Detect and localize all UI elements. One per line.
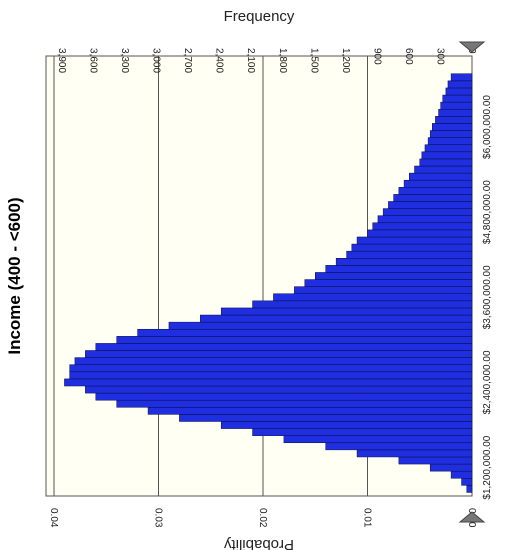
income-tick-label: $2,400,000.00: [482, 350, 493, 414]
histogram-bar: [461, 478, 473, 486]
histogram-bar: [304, 279, 473, 287]
income-tick-labels: $1,200,000.00 $2,400,000.00 $3,600,000.00 $…: [482, 95, 493, 500]
histogram-bar: [85, 385, 473, 394]
histogram-bar: [447, 80, 473, 89]
histogram-bar: [147, 407, 473, 415]
histogram-bar: [356, 449, 473, 458]
histogram-bar: [95, 343, 473, 351]
frequency-axis-title: Frequency: [224, 8, 295, 25]
histogram-bar: [69, 371, 473, 380]
histogram-bar: [438, 108, 473, 117]
histogram-bar: [64, 378, 473, 387]
histogram-bar: [382, 208, 473, 216]
income-tick-label: $6,000,000.00: [482, 95, 493, 159]
frequency-tick-label: 900: [371, 48, 382, 65]
frequency-tick-labels: 03006009001,2001,5001,8002,1002,4002,700…: [56, 48, 477, 73]
histogram-bar: [440, 101, 473, 110]
histogram-bar: [403, 179, 473, 188]
frequency-tick-label: 3,300: [119, 48, 130, 73]
frequency-tick-label: 1,200: [340, 48, 351, 73]
frequency-tick-label: 1,800: [277, 48, 288, 73]
histogram-bar: [372, 222, 473, 231]
histogram-bar: [367, 229, 473, 238]
income-tick-label: $1,200,000.00: [482, 435, 493, 499]
probability-tick-label: 0.04: [48, 508, 59, 528]
histogram-bar: [388, 201, 473, 209]
histogram-bar: [137, 328, 473, 337]
histogram-bar: [435, 116, 473, 124]
histogram-bar: [429, 463, 473, 472]
histogram-bar: [419, 158, 473, 167]
histogram-bar: [315, 272, 473, 280]
histogram-bar: [377, 215, 473, 224]
histogram-bar: [200, 314, 473, 323]
histogram-bar: [442, 94, 473, 103]
frequency-tick-label: 3,900: [56, 48, 67, 73]
frequency-tick-label: 2,100: [245, 48, 256, 73]
histogram-bar: [450, 73, 473, 82]
frequency-tick-label: 2,400: [214, 48, 225, 73]
probability-tick-label: 0.02: [257, 508, 268, 528]
histogram-bar: [398, 456, 473, 465]
histogram-bar: [252, 428, 473, 436]
histogram-bar: [283, 435, 473, 444]
frequency-tick-label: 2,700: [182, 48, 193, 73]
probability-tick-labels: 0.000.010.020.030.04: [48, 508, 477, 528]
income-tick-label: $3,600,000.00: [482, 265, 493, 329]
histogram-bar: [414, 165, 473, 174]
histogram-bar: [69, 364, 473, 373]
histogram-bar: [356, 236, 473, 245]
histogram-bar: [85, 350, 473, 358]
probability-tick-label: 0.03: [153, 508, 164, 528]
histogram-bar: [273, 293, 473, 302]
histogram-bar: [450, 470, 473, 479]
histogram-bar: [351, 243, 473, 252]
histogram-bar: [466, 485, 473, 493]
histogram-bar: [95, 392, 473, 401]
histogram-bar: [409, 172, 473, 181]
histogram-bar: [220, 421, 473, 429]
histogram-bar: [325, 265, 473, 273]
income-tick-label: $4,800,000.00: [482, 180, 493, 244]
histogram-bar: [346, 250, 473, 259]
histogram-bar: [398, 187, 473, 195]
histogram-bar: [116, 336, 473, 344]
frequency-tick-label: 3,600: [88, 48, 99, 73]
histogram-bar: [294, 286, 473, 294]
probability-axis-title: Probability: [223, 536, 294, 550]
frequency-tick-label: 1,500: [308, 48, 319, 73]
frequency-tick-label: 300: [434, 48, 445, 65]
histogram-bar: [220, 307, 473, 316]
histogram-bar: [432, 123, 473, 131]
frequency-tick-label: 3,000: [151, 48, 162, 73]
histogram-bar: [116, 399, 473, 408]
histogram-bar: [427, 137, 473, 145]
histogram-bar: [445, 87, 473, 96]
frequency-tick-label: 600: [403, 48, 414, 65]
histogram-bar: [429, 130, 473, 138]
bars: [64, 73, 473, 493]
histogram-bar: [252, 300, 473, 309]
histogram-bar: [421, 151, 473, 160]
lower-slider-icon[interactable]: [458, 511, 486, 523]
upper-slider-icon[interactable]: [458, 41, 486, 53]
histogram-bar: [335, 258, 473, 266]
histogram-bar: [179, 414, 473, 422]
histogram-bar: [393, 194, 473, 202]
histogram-bar: [325, 442, 473, 451]
chart-title: Income (400 - <600): [5, 197, 24, 354]
histogram-bar: [424, 144, 473, 153]
histogram-bar: [74, 357, 473, 365]
probability-tick-label: 0.01: [362, 508, 373, 528]
histogram-bar: [168, 321, 473, 330]
